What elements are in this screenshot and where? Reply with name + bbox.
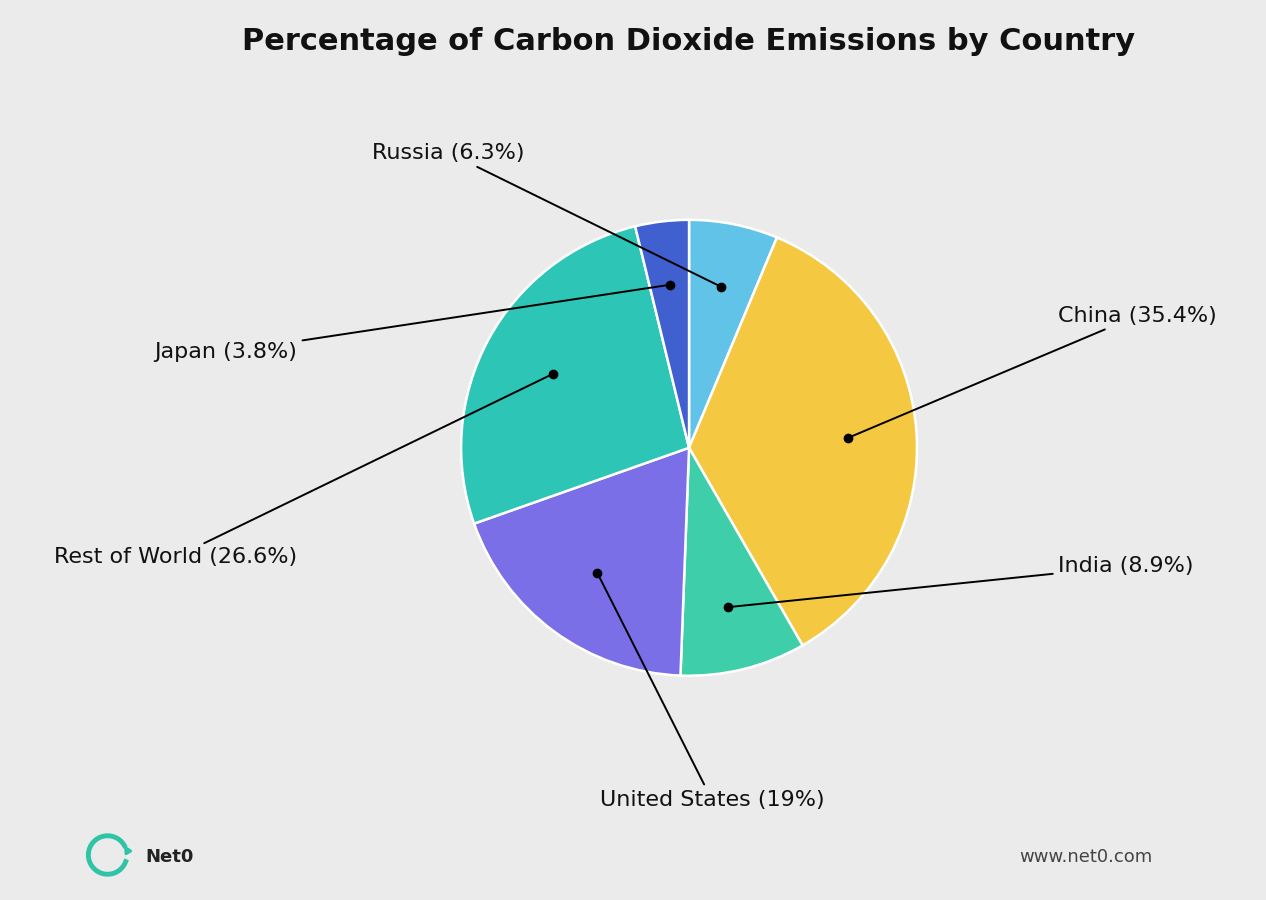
Text: www.net0.com: www.net0.com — [1019, 848, 1152, 866]
Wedge shape — [473, 448, 689, 676]
Wedge shape — [689, 220, 777, 448]
Text: Japan (3.8%): Japan (3.8%) — [154, 285, 667, 362]
Wedge shape — [461, 226, 689, 524]
Wedge shape — [689, 238, 917, 645]
Text: Rest of World (26.6%): Rest of World (26.6%) — [54, 375, 551, 567]
Text: China (35.4%): China (35.4%) — [851, 306, 1217, 436]
Text: India (8.9%): India (8.9%) — [732, 556, 1194, 607]
Wedge shape — [680, 448, 803, 676]
Text: United States (19%): United States (19%) — [599, 575, 824, 810]
Text: Net0: Net0 — [146, 848, 194, 866]
Wedge shape — [636, 220, 689, 448]
Text: Russia (6.3%): Russia (6.3%) — [372, 143, 719, 285]
Title: Percentage of Carbon Dioxide Emissions by Country: Percentage of Carbon Dioxide Emissions b… — [243, 27, 1136, 57]
